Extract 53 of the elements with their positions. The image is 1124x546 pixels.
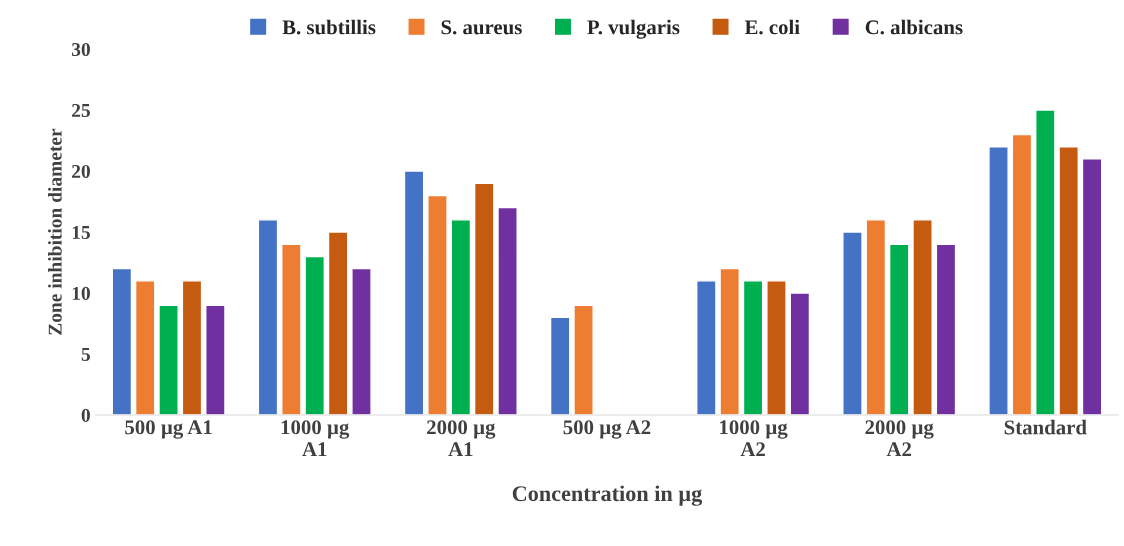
x-tick-label: 2000 µg A1	[427, 420, 496, 457]
y-tick-label: 20	[72, 164, 90, 179]
y-tick-label: 15	[72, 225, 90, 239]
x-tick-label: 1000 µg A2	[720, 420, 788, 457]
bar	[912, 219, 933, 415]
bar	[158, 304, 179, 415]
legend-label: P. vulgaris	[587, 19, 680, 39]
legend-label: C. albicans	[865, 19, 963, 35]
x-tick-label: Standard	[1004, 419, 1087, 435]
x-axis-title: Concentration in µg	[512, 485, 703, 506]
bar	[304, 255, 326, 415]
bar	[696, 280, 717, 415]
bar	[473, 182, 495, 415]
bar	[450, 219, 472, 415]
y-tick-label: 10	[72, 286, 90, 300]
bar	[181, 280, 203, 415]
x-tick-label: 2000 µg A2	[865, 420, 934, 457]
bar	[403, 170, 425, 415]
legend-label: B. subtillis	[282, 19, 376, 35]
bar	[134, 280, 156, 415]
bar	[351, 267, 372, 415]
y-tick-label: 30	[71, 42, 90, 57]
bar	[205, 304, 226, 415]
bar	[111, 267, 133, 415]
bar	[742, 280, 764, 415]
legend-label: E. coli	[744, 19, 800, 35]
bar	[988, 145, 1009, 415]
y-tick-label: 5	[81, 348, 90, 361]
bar	[1035, 109, 1056, 415]
bar	[935, 243, 957, 415]
x-tick-label: 500 µg A1	[125, 420, 212, 439]
bar	[842, 231, 863, 415]
x-tick-label: 500 µg A2	[563, 420, 651, 439]
bar	[789, 292, 811, 415]
bar	[257, 219, 279, 415]
bar	[766, 280, 787, 415]
bar	[327, 231, 349, 415]
bar	[719, 267, 740, 415]
bar	[573, 304, 594, 415]
bar	[281, 243, 302, 415]
bar	[497, 206, 518, 415]
bar	[427, 194, 448, 415]
bar	[888, 243, 910, 415]
y-tick-label: 25	[72, 103, 90, 118]
y-axis-title: Zone inhibition diameter	[48, 128, 62, 335]
bar	[1011, 133, 1033, 415]
x-tick-label: 1000 µg A1	[281, 420, 350, 457]
y-tick-label: 0	[81, 408, 90, 422]
legend-label: S. aureus	[441, 20, 522, 35]
bar	[549, 316, 571, 415]
bar	[1081, 158, 1103, 415]
bar	[1058, 145, 1079, 415]
bar	[865, 219, 887, 415]
